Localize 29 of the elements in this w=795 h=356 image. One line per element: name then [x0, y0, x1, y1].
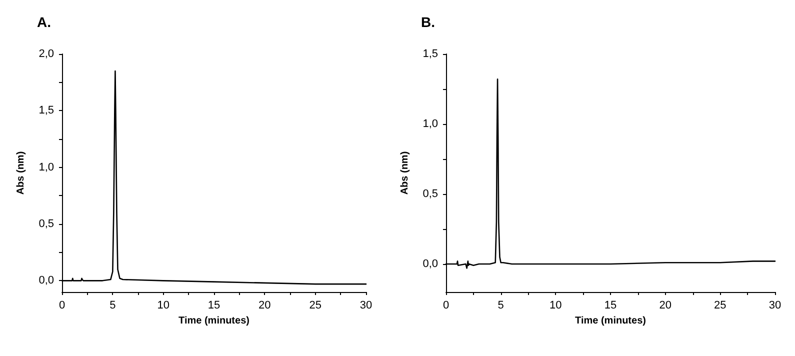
y-tick-label: 0,0	[38, 274, 54, 287]
y-tick-label: 0,5	[422, 188, 438, 200]
chart-title: B.	[421, 14, 435, 30]
x-tick-label: 30	[360, 300, 372, 312]
x-tick-label: 5	[498, 300, 504, 312]
x-tick-label: 25	[309, 300, 322, 312]
y-axis-title: Abs (nm)	[400, 151, 410, 195]
y-tick-label: 1,0	[422, 118, 438, 130]
y-tick-label: 1,5	[422, 48, 438, 60]
x-tick-label: 25	[714, 300, 726, 312]
x-tick-label: 30	[768, 300, 782, 312]
y-tick-label: 1,0	[38, 161, 54, 174]
x-tick-label: 0	[442, 300, 450, 312]
x-tick-label: 5	[110, 300, 116, 312]
x-tick-label: 10	[157, 300, 170, 312]
chart-title: A.	[37, 14, 51, 30]
y-tick-label: 2,0	[38, 48, 54, 60]
x-tick-label: 15	[208, 300, 220, 312]
y-axis-title: Abs (nm)	[16, 151, 26, 195]
y-tick-label: 1,5	[38, 104, 54, 117]
x-tick-label: 20	[258, 300, 271, 312]
x-tick-label: 15	[604, 300, 617, 312]
x-tick-label: 10	[550, 300, 562, 312]
y-tick-label: 0,0	[422, 258, 438, 270]
x-axis-title: Time (minutes)	[178, 316, 250, 326]
x-axis-title: Time (minutes)	[575, 316, 646, 326]
x-tick-label: 20	[659, 300, 672, 312]
y-tick-label: 0,5	[38, 218, 54, 230]
x-tick-label: 0	[58, 300, 66, 312]
